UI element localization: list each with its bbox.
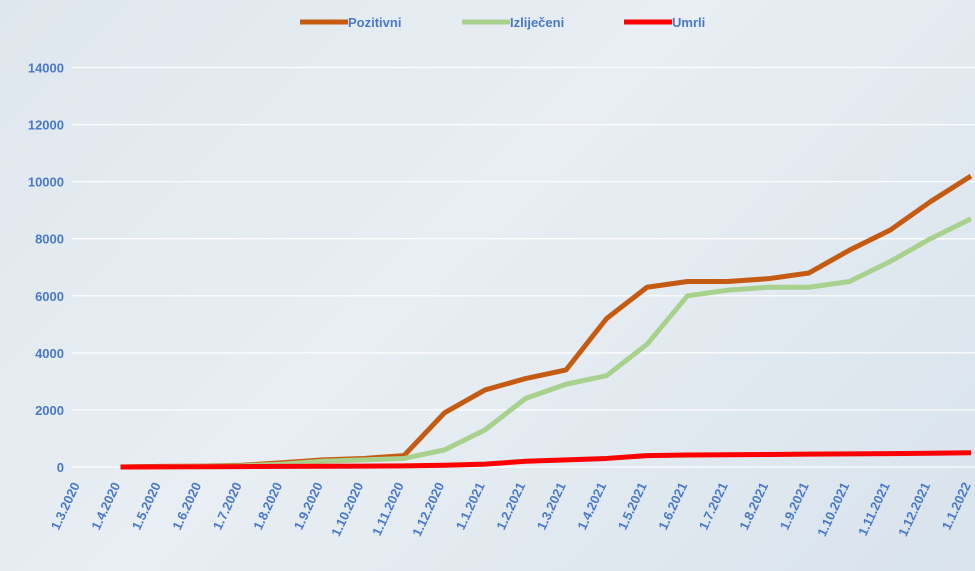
x-tick-label: 1.5.2020 (129, 480, 164, 532)
legend-label: Izliječeni (510, 15, 564, 30)
x-tick-label: 1.12.2020 (409, 480, 447, 539)
x-tick-label: 1.4.2021 (574, 480, 609, 532)
x-tick-label: 1.10.2021 (814, 480, 852, 539)
y-tick-label: 0 (57, 460, 64, 475)
x-tick-label: 1.6.2021 (655, 480, 690, 532)
x-tick-label: 1.3.2021 (534, 480, 569, 532)
x-tick-label: 1.3.2020 (48, 480, 83, 532)
x-tick-label: 1.11.2021 (855, 480, 893, 538)
x-tick-label: 1.7.2020 (210, 480, 245, 532)
y-tick-label: 14000 (28, 61, 64, 76)
y-tick-label: 12000 (28, 118, 64, 133)
x-tick-label: 1.2.2021 (493, 480, 528, 532)
series-line (121, 176, 972, 467)
legend-label: Pozitivni (348, 15, 401, 30)
x-tick-label: 1.4.2020 (88, 480, 123, 532)
x-tick-label: 1.9.2021 (777, 480, 812, 532)
y-tick-label: 10000 (28, 175, 64, 190)
x-tick-label: 1.6.2020 (169, 480, 204, 532)
y-tick-label: 6000 (35, 289, 64, 304)
x-tick-label: 1.8.2021 (736, 480, 771, 532)
y-tick-label: 8000 (35, 232, 64, 247)
x-tick-label: 1.1.2021 (453, 480, 488, 532)
x-tick-label: 1.12.2021 (895, 480, 933, 539)
legend-label: Umrli (672, 15, 705, 30)
series-line (121, 453, 972, 467)
y-tick-label: 2000 (35, 403, 64, 418)
x-tick-label: 1.11.2020 (369, 480, 407, 538)
x-tick-label: 1.5.2021 (615, 480, 650, 532)
chart: 0 2000 4000 6000 8000 10000 12000 14000 1.3.2020… (0, 0, 975, 571)
x-tick-label: 1.1.2022 (939, 480, 974, 532)
y-tick-label: 4000 (35, 346, 64, 361)
x-tick-label: 1.10.2020 (328, 480, 366, 539)
x-tick-label: 1.8.2020 (250, 480, 285, 532)
x-tick-label: 1.7.2021 (696, 480, 731, 532)
x-tick-label: 1.9.2020 (291, 480, 326, 532)
